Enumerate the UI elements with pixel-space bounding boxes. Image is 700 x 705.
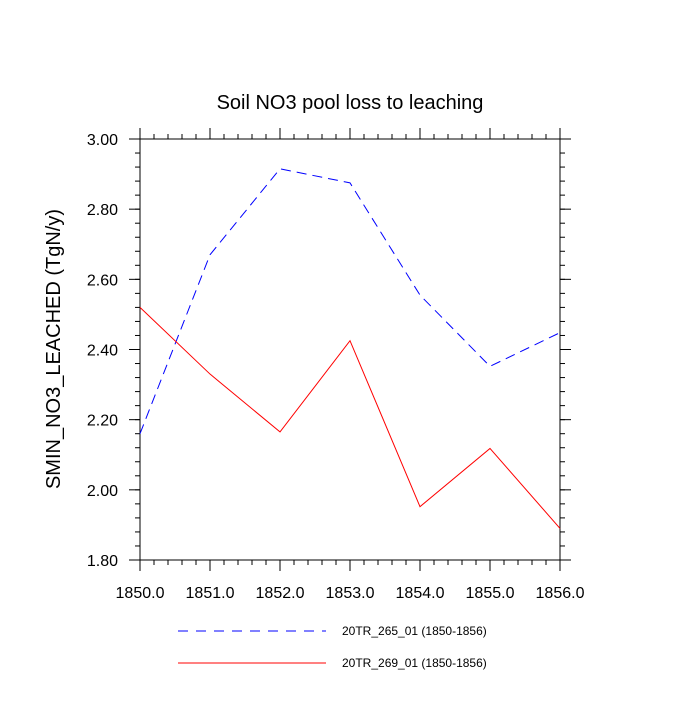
y-tick-label: 1.80 xyxy=(87,553,118,570)
legend: 20TR_265_01 (1850-1856) 20TR_269_01 (1850… xyxy=(178,624,487,670)
y-axis-label: SMIN_NO3_LEACHED (TgN/y) xyxy=(43,209,65,489)
y-tick-label: 2.20 xyxy=(87,413,118,430)
legend-label-1: 20TR_265_01 (1850-1856) xyxy=(342,624,487,638)
series-line-1 xyxy=(139,168,561,434)
x-tick-label: 1851.0 xyxy=(186,585,235,602)
x-tick-label: 1856.0 xyxy=(536,585,585,602)
y-tick-label: 2.80 xyxy=(87,202,118,219)
legend-label-2: 20TR_269_01 (1850-1856) xyxy=(342,656,487,670)
chart-title: Soil NO3 pool loss to leaching xyxy=(217,92,484,114)
y-tick-label: 3.00 xyxy=(87,132,118,149)
x-tick-label: 1850.0 xyxy=(116,585,165,602)
series-line-2 xyxy=(139,307,561,529)
x-tick-label: 1854.0 xyxy=(396,585,445,602)
x-tick-label: 1855.0 xyxy=(466,585,515,602)
y-tick-label: 2.00 xyxy=(87,483,118,500)
plot-frame xyxy=(139,138,561,561)
x-tick-label: 1853.0 xyxy=(326,585,375,602)
y-tick-label: 2.40 xyxy=(87,343,118,360)
series-layer xyxy=(139,168,561,529)
y-tick-label: 2.60 xyxy=(87,272,118,289)
axes-layer: 1850.0 1851.0 1852.0 1853.0 1854.0 1855.0 1856… xyxy=(87,128,585,602)
x-tick-label: 1852.0 xyxy=(256,585,305,602)
